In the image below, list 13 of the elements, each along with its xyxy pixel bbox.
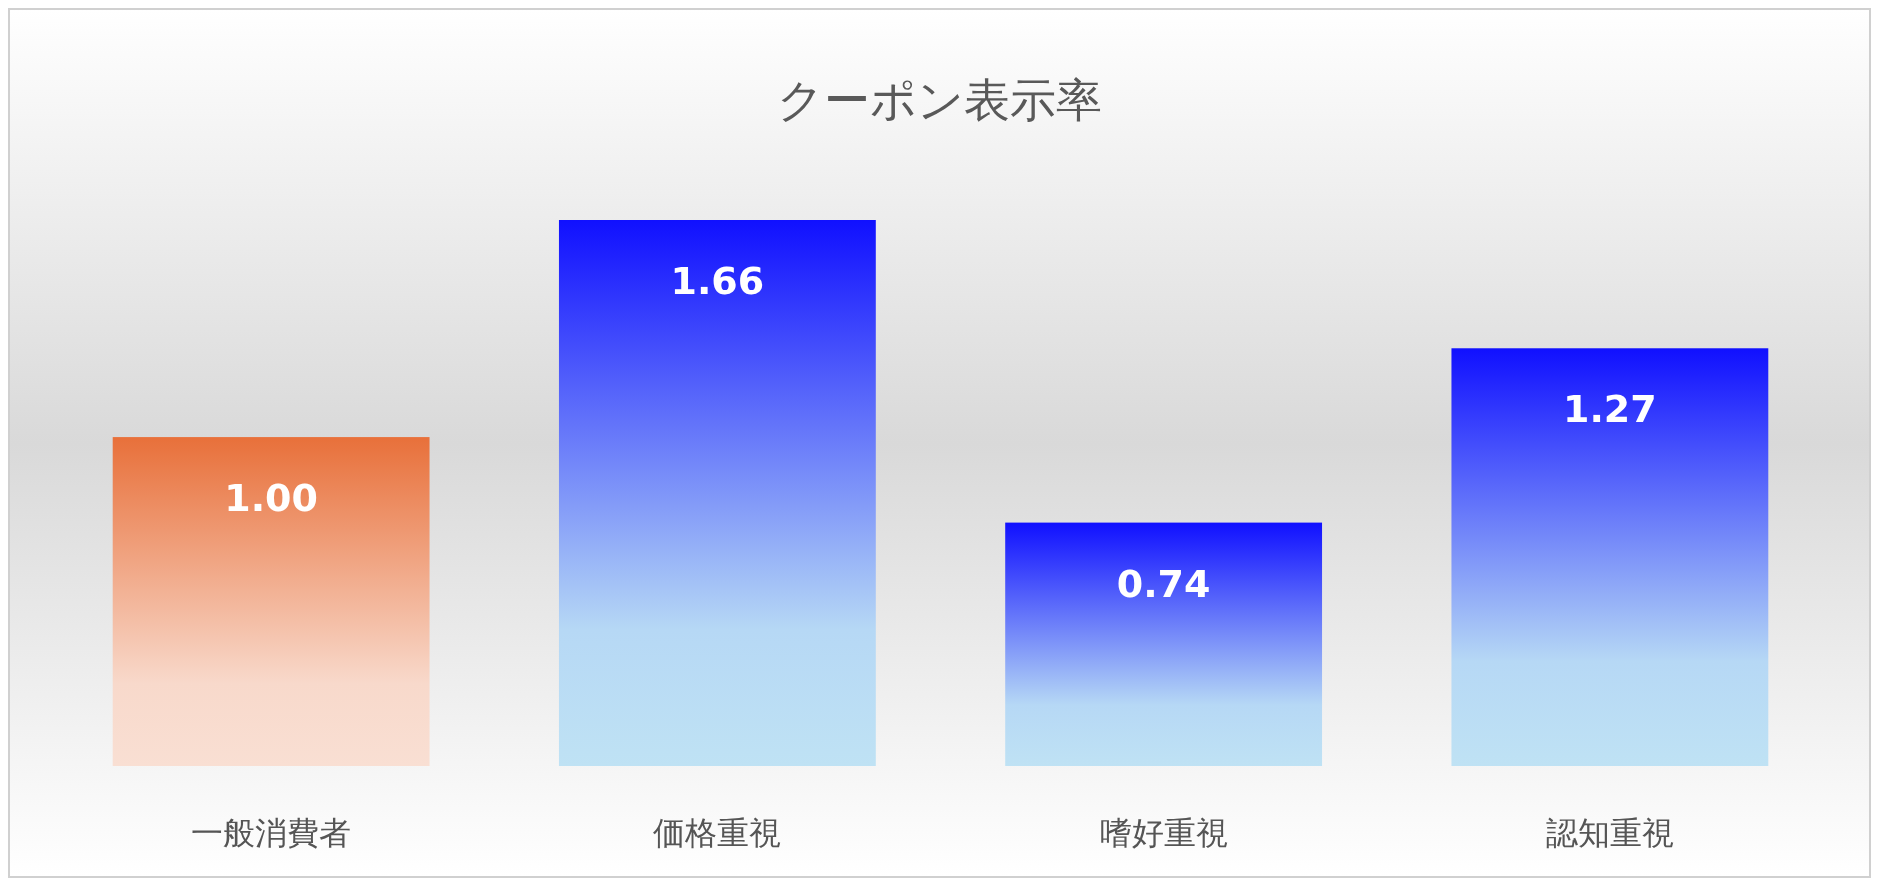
bar: [558, 220, 876, 766]
x-tick-label: 価格重視: [653, 814, 782, 852]
data-label: 1.66: [670, 259, 765, 303]
bar: [112, 437, 430, 766]
bar: [1005, 522, 1323, 766]
data-label: 1.00: [224, 476, 319, 521]
bar: [1451, 348, 1769, 766]
x-tick-label: 認知重視: [1545, 814, 1674, 852]
chart-title: クーポン表示率: [777, 73, 1102, 127]
x-tick-label: 嗜好重視: [1099, 814, 1228, 852]
data-label: 0.74: [1116, 561, 1211, 606]
data-label: 1.27: [1562, 387, 1657, 432]
x-tick-label: 一般消費者: [191, 814, 352, 852]
